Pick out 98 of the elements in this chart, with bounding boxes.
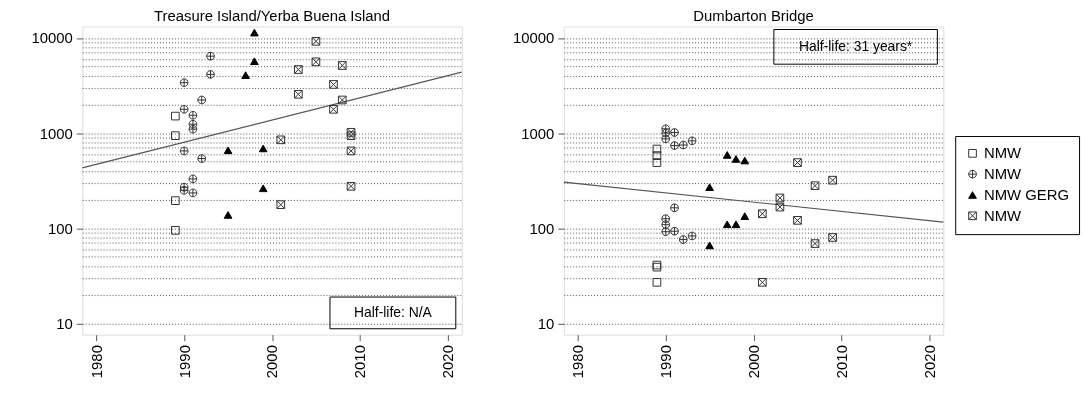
point [793, 216, 802, 225]
point [294, 65, 303, 74]
point [188, 188, 198, 198]
point [346, 127, 356, 137]
point [731, 155, 741, 163]
point [276, 200, 286, 209]
point [171, 111, 180, 121]
point [661, 128, 671, 138]
point [188, 110, 198, 120]
y-tick-label: 10000 [513, 30, 555, 47]
point [241, 71, 250, 79]
point [678, 140, 688, 150]
point [346, 181, 356, 191]
point [731, 220, 741, 229]
point [346, 146, 356, 156]
point [722, 151, 732, 159]
x-tick-label: 2010 [833, 345, 850, 379]
y-tick-label: 1000 [39, 125, 73, 142]
legend-label: NMW [983, 166, 1022, 183]
point [687, 231, 697, 241]
point [661, 220, 671, 230]
point [258, 184, 268, 193]
point [197, 95, 207, 105]
point [652, 158, 662, 167]
x-tick-label: 2020 [921, 345, 938, 379]
point [311, 57, 321, 67]
point [171, 226, 180, 235]
point [722, 220, 732, 229]
point [329, 104, 338, 114]
legend-label: NMW [983, 207, 1022, 224]
chart-title: Treasure Island/Yerba Buena Island [154, 7, 390, 24]
point [810, 239, 820, 248]
legend-label: NMW [983, 145, 1022, 162]
x-tick-label: 1980 [88, 345, 105, 379]
point [188, 124, 198, 134]
point [223, 211, 233, 219]
point [179, 186, 189, 195]
point [311, 36, 321, 46]
point [206, 51, 215, 61]
point [705, 183, 714, 192]
point [661, 134, 671, 144]
point [652, 277, 662, 287]
point [276, 135, 286, 145]
annotation: Half-life: N/A [353, 303, 433, 320]
point [197, 154, 207, 163]
point [661, 124, 671, 134]
point [652, 151, 662, 160]
point [171, 196, 180, 205]
point [179, 78, 189, 88]
point [793, 158, 802, 167]
point [740, 212, 750, 220]
point [337, 61, 347, 70]
point [670, 203, 679, 213]
point [294, 89, 303, 99]
chart-title: Dumbarton Bridge [693, 7, 814, 24]
point [661, 214, 671, 224]
point [188, 119, 198, 129]
y-tick-label: 100 [529, 220, 555, 237]
point [179, 104, 189, 114]
legend-label: NMW GERG [983, 186, 1069, 203]
point [828, 175, 837, 185]
point [250, 57, 259, 66]
annotation: Half-life: 31 years* [799, 37, 913, 54]
point [652, 144, 662, 154]
point [687, 136, 697, 146]
x-tick-label: 1990 [658, 345, 675, 379]
point [223, 146, 233, 155]
point [758, 277, 767, 287]
point [337, 95, 347, 105]
point [678, 235, 688, 244]
y-tick-label: 100 [48, 220, 73, 237]
point [740, 156, 750, 165]
point [661, 227, 671, 237]
point [179, 182, 189, 192]
point [758, 209, 767, 219]
point [670, 128, 679, 137]
x-tick-label: 2000 [264, 345, 281, 379]
point [810, 181, 820, 191]
point [206, 70, 215, 79]
x-tick-label: 1990 [176, 345, 193, 379]
x-tick-label: 2010 [352, 345, 369, 379]
y-tick-label: 10 [537, 315, 555, 332]
point [346, 131, 356, 141]
y-tick-label: 10 [56, 315, 73, 332]
point [670, 226, 679, 236]
point [188, 174, 198, 184]
point [670, 141, 679, 150]
y-tick-label: 1000 [521, 125, 555, 142]
point [329, 80, 338, 89]
point [258, 144, 268, 153]
y-tick-label: 10000 [31, 30, 73, 47]
point [705, 241, 714, 250]
x-tick-label: 1980 [570, 345, 587, 379]
point [179, 146, 189, 156]
x-tick-label: 2020 [440, 345, 457, 379]
point [250, 28, 259, 37]
x-tick-label: 2000 [746, 345, 762, 379]
point [828, 233, 837, 242]
